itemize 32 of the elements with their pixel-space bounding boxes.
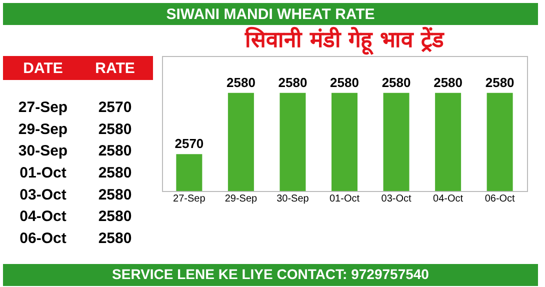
text: DATE [23,60,63,77]
x-tick-label: 27-Sep [173,194,206,204]
x-tick-label: 03-Oct [381,194,412,204]
chart-subtitle: सिवानी मंडी गेहू भाव ट्रेंड [244,26,445,55]
text: 2580 [98,164,132,182]
data-label: 2580 [382,74,411,90]
x-tick-label: 29-Sep [224,194,258,204]
x-tick-label: 04-Oct [433,194,464,204]
category-label: 27-Sep [18,98,68,116]
category-label: 29-Sep [18,120,68,138]
text: 2580 [98,230,132,248]
data-label: 2580 [278,74,308,90]
x-tick-label: 01-Oct [329,194,360,204]
data-label: 2580 [226,74,256,90]
text: RATE [95,60,135,77]
text: 2580 [98,120,132,138]
text: SERVICE LENE KE LIYE CONTACT: 9729757540 [112,266,430,282]
category-label: 06-Oct [20,230,66,248]
x-tick-label: 06-Oct [484,194,516,204]
data-label: 2570 [174,136,204,152]
category-label: 01-Oct [20,164,66,182]
text: 2580 [98,186,132,204]
text: 2580 [98,142,132,160]
data-label: 2580 [434,74,463,90]
x-tick-label: 30-Sep [276,194,310,204]
data-label: 2580 [330,74,359,90]
text: 2580 [98,208,132,226]
category-label: 30-Sep [18,142,68,160]
text: 2570 [98,98,132,116]
chart-title: SIWANI MANDI WHEAT RATE [166,6,375,23]
category-label: 04-Oct [20,208,66,226]
data-label: 2580 [485,74,514,90]
